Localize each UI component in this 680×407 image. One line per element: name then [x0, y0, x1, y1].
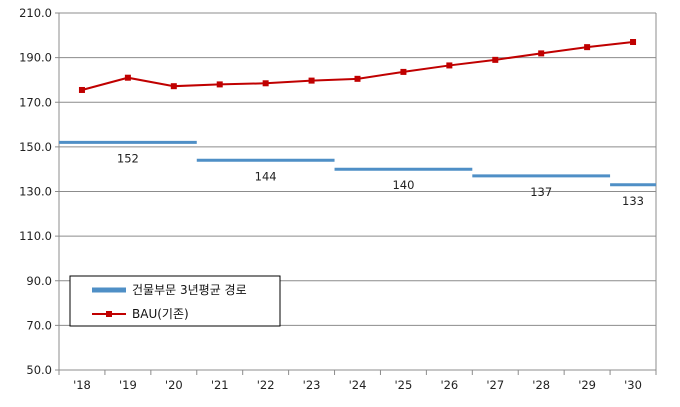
y-tick-label: 110.0 [19, 229, 52, 243]
x-tick-label: '24 [349, 378, 367, 392]
y-tick-label: 90.0 [26, 274, 52, 288]
legend-line-label: BAU(기존) [132, 307, 189, 321]
bau-point [400, 68, 407, 75]
bau-point [124, 74, 131, 81]
y-tick-label: 210.0 [19, 6, 52, 20]
step-data-label: 137 [530, 185, 552, 199]
x-axis: '18 '19 '20 '21 '22 '23 '24 '25 '26 '27 '28 '29 '30 [58, 370, 657, 392]
step-series: 152 144 140 137 133 [59, 140, 656, 208]
x-tick-label: '29 [578, 378, 596, 392]
y-axis: 50.0 70.0 90.0 110.0 130.0 150.0 170.0 190.0 210… [19, 6, 657, 377]
bau-line [81, 41, 634, 91]
x-tick-label: '21 [211, 378, 229, 392]
y-tick-label: 130.0 [19, 185, 52, 199]
x-tick-label: '19 [119, 378, 137, 392]
x-tick-label: '20 [165, 378, 183, 392]
bau-point [538, 50, 545, 57]
y-tick-label: 150.0 [19, 140, 52, 154]
x-tick-label: '22 [257, 378, 275, 392]
bau-point [446, 62, 453, 69]
bau-point [170, 83, 177, 90]
legend-step-label: 건물부문 3년평균 경로 [132, 283, 247, 297]
bau-point [492, 56, 499, 63]
step-data-label: 140 [392, 178, 414, 192]
step-data-label: 144 [255, 169, 277, 183]
x-tick-label: '26 [440, 378, 458, 392]
x-tick-label: '27 [486, 378, 504, 392]
x-tick-label: '25 [395, 378, 413, 392]
bau-point [354, 75, 361, 82]
bau-point [308, 77, 315, 84]
y-tick-label: 170.0 [19, 95, 52, 109]
bau-point [216, 81, 223, 88]
y-tick-label: 70.0 [26, 318, 52, 332]
bau-point [630, 39, 637, 46]
y-tick-label: 50.0 [26, 363, 52, 377]
y-tick-label: 190.0 [19, 51, 52, 65]
bau-point [584, 44, 591, 51]
legend: 건물부문 3년평균 경로 BAU(기존) [69, 275, 281, 327]
bau-point [78, 86, 85, 93]
x-tick-label: '23 [303, 378, 321, 392]
step-data-label: 152 [117, 151, 139, 165]
step-data-label: 133 [622, 194, 644, 208]
legend-line-marker [106, 311, 112, 317]
legend-box [69, 275, 281, 327]
x-tick-label: '30 [624, 378, 642, 392]
line-series [78, 39, 637, 93]
bau-point [262, 80, 269, 87]
x-tick-label: '18 [73, 378, 91, 392]
x-tick-label: '28 [532, 378, 550, 392]
